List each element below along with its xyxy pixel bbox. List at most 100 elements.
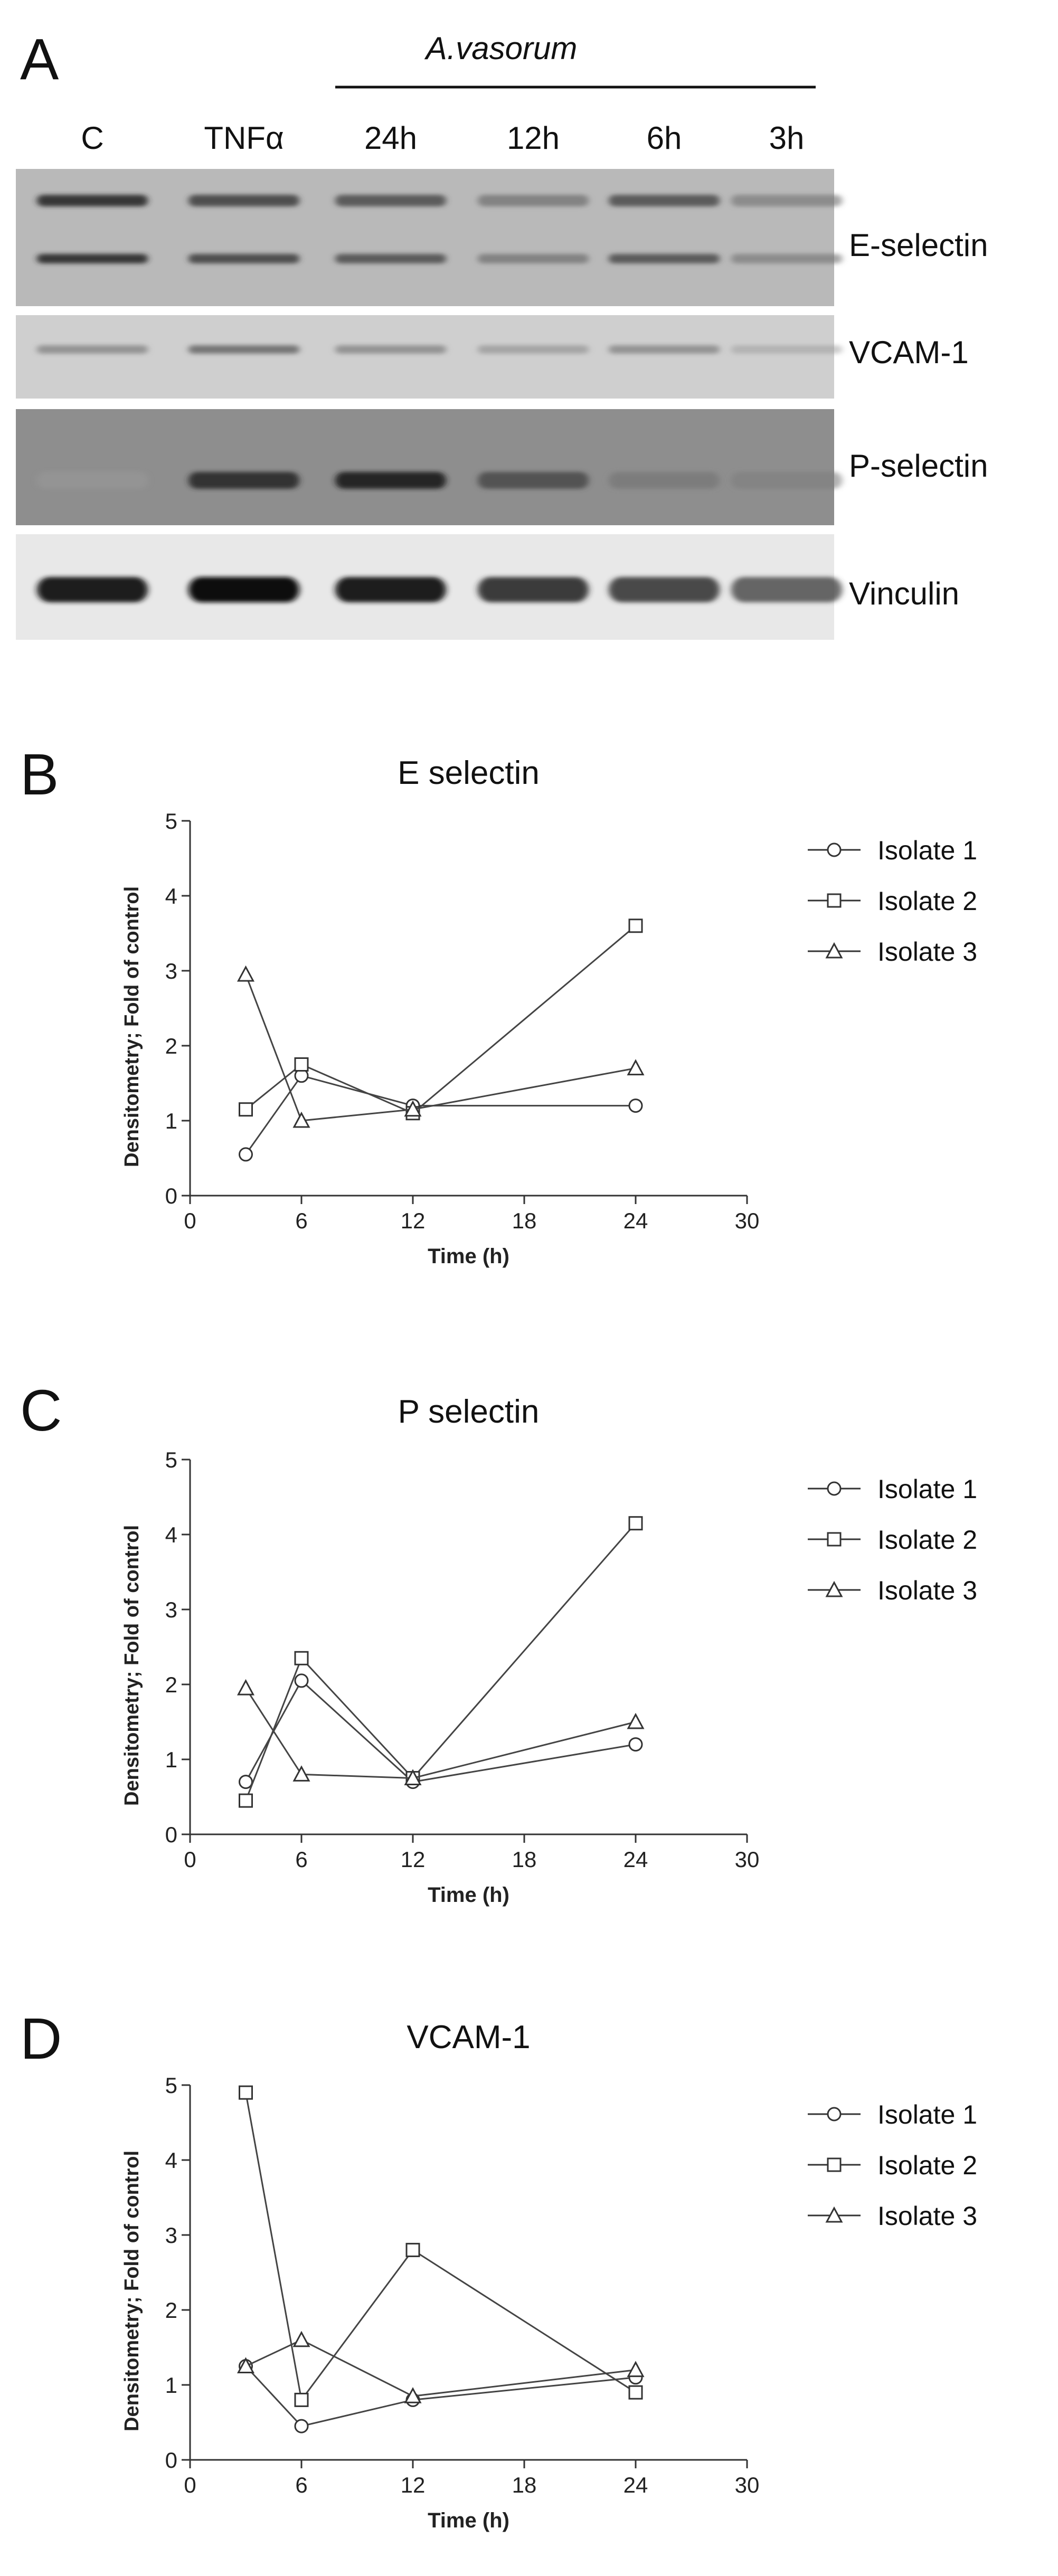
data-point [294, 1057, 309, 1072]
legend-marker [825, 2206, 843, 2223]
blot-label: Vinculin [849, 576, 959, 611]
series-line [245, 2092, 636, 2402]
blot-band [188, 195, 299, 206]
data-point [628, 1098, 643, 1113]
y-tick-label: 3 [165, 2223, 177, 2248]
chart-title: VCAM-1 [407, 2019, 530, 2056]
x-axis-label: Time (h) [428, 1883, 509, 1907]
blot-band [731, 577, 842, 602]
y-tick-label: 5 [165, 809, 177, 834]
legend-label: Isolate 2 [877, 1525, 977, 1555]
data-point [294, 2392, 309, 2407]
lane-label: 3h [769, 120, 805, 156]
legend-marker [827, 1532, 842, 1547]
series-line [245, 1679, 636, 1783]
blot-band [609, 472, 720, 489]
chart-title: P selectin [398, 1394, 540, 1430]
blot-vcam-1: VCAM-1 [16, 315, 969, 399]
y-tick-label: 3 [165, 959, 177, 983]
chart-legend: Isolate 1 Isolate 2 Isolate 3 [808, 836, 977, 967]
data-point [292, 1765, 310, 1782]
blot-band [188, 577, 299, 602]
legend-marker [827, 2157, 842, 2172]
blot-band [37, 345, 148, 354]
legend-label: Isolate 3 [877, 937, 977, 967]
x-tick-label: 0 [184, 1208, 196, 1233]
y-tick-label: 4 [165, 884, 177, 908]
x-axis-label: Time (h) [428, 2509, 509, 2532]
x-tick-label: 30 [735, 1208, 760, 1233]
data-point [294, 1651, 309, 1665]
blot-band [37, 577, 148, 602]
series-line [245, 2339, 636, 2397]
y-tick-label: 2 [165, 2298, 177, 2323]
blot-band [188, 345, 299, 354]
blot-band [188, 254, 299, 263]
blot-strip-background [16, 315, 834, 399]
legend-label: Isolate 2 [877, 886, 977, 916]
blot-band [478, 345, 589, 354]
y-axis-label: Densitometry; Fold of control [121, 1525, 143, 1806]
data-point [237, 2357, 255, 2373]
y-tick-label: 4 [165, 1522, 177, 1547]
blot-band [478, 577, 589, 602]
series-line [245, 1075, 636, 1155]
data-point [628, 1737, 643, 1752]
blot-strips: E-selectin VCAM-1 P-selectin Vinculin [16, 169, 988, 640]
blot-band [609, 195, 720, 206]
blot-band [731, 254, 842, 263]
y-tick-label: 2 [165, 1034, 177, 1058]
x-tick-label: 24 [624, 1847, 648, 1872]
panel-letter-c: C [20, 1378, 62, 1443]
blot-strip-background [16, 169, 834, 306]
blot-band [37, 472, 148, 489]
data-point [627, 2361, 645, 2378]
legend-marker [827, 893, 842, 908]
data-point [404, 1769, 422, 1785]
legend-marker [827, 1481, 842, 1496]
legend-marker [825, 942, 843, 959]
legend-label: Isolate 3 [877, 2201, 977, 2231]
x-tick-label: 12 [401, 2473, 426, 2497]
lane-label: 24h [364, 120, 417, 156]
data-point [239, 1793, 253, 1808]
data-point [404, 2387, 422, 2403]
lane-label: C [81, 120, 103, 156]
blot-band [478, 472, 589, 489]
x-tick-label: 12 [401, 1208, 426, 1233]
data-point [239, 1102, 253, 1117]
series-line [245, 1688, 636, 1779]
series-line [245, 2365, 636, 2427]
x-tick-label: 6 [295, 1847, 307, 1872]
x-tick-label: 18 [512, 1208, 537, 1233]
legend-label: Isolate 1 [877, 836, 977, 865]
legend-label: Isolate 1 [877, 2100, 977, 2129]
chart-legend: Isolate 1 Isolate 2 Isolate 3 [808, 1474, 977, 1605]
blot-band [335, 345, 446, 354]
data-point [628, 918, 643, 933]
x-tick-label: 30 [735, 1847, 760, 1872]
panel-letter-b: B [20, 742, 59, 807]
y-tick-label: 4 [165, 2148, 177, 2173]
blot-band [478, 195, 589, 206]
blot-band [731, 345, 842, 354]
x-tick-label: 12 [401, 1847, 426, 1872]
y-tick-label: 3 [165, 1597, 177, 1622]
lane-labels: C TNFα 24h 12h 6h 3h [81, 120, 804, 156]
data-point [292, 1111, 310, 1128]
x-tick-label: 30 [735, 2473, 760, 2497]
series-line [245, 974, 636, 1122]
legend-label: Isolate 1 [877, 1474, 977, 1504]
series-line [245, 1522, 637, 1801]
data-point [405, 2242, 420, 2257]
y-tick-label: 0 [165, 2448, 177, 2473]
blot-band [609, 254, 720, 263]
series-isolate-2 [239, 2085, 643, 2407]
x-tick-label: 18 [512, 2473, 537, 2497]
x-tick-label: 24 [624, 2473, 648, 2497]
x-tick-label: 0 [184, 2473, 196, 2497]
